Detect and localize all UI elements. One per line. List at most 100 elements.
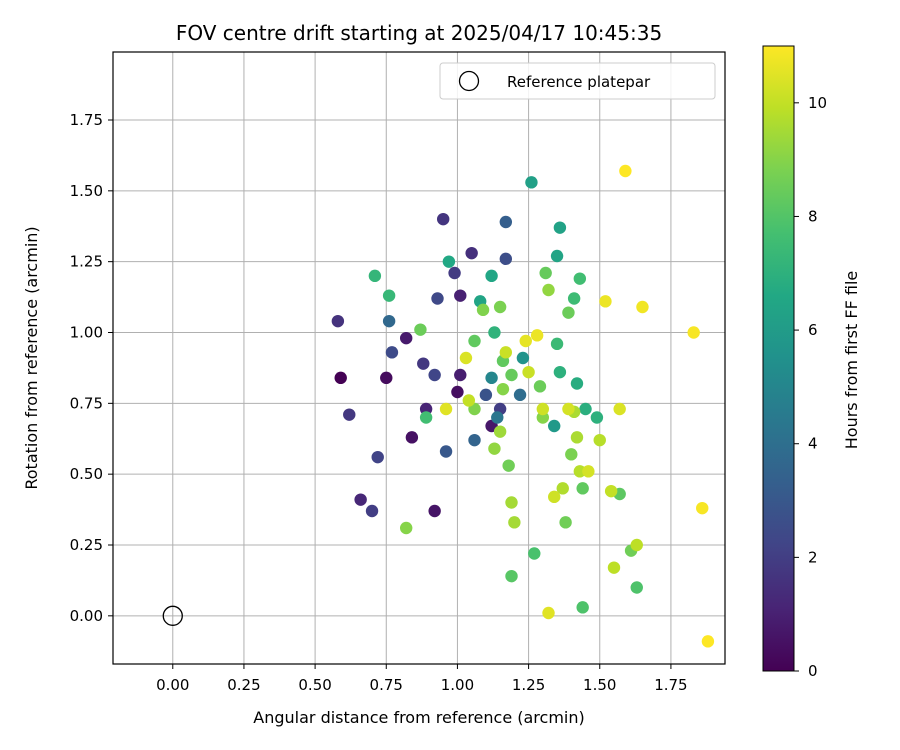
legend: Reference platepar [439,62,716,100]
data-point [570,431,584,444]
data-point [479,388,493,402]
data-point [542,283,555,297]
data-point [548,490,561,504]
data-point [536,402,550,416]
data-point [505,569,518,583]
legend-label-reference: Reference platepar [507,73,651,91]
y-axis-label: Rotation from reference (arcmin) [22,226,41,489]
data-point [630,538,643,552]
data-point [542,606,555,620]
colorbar-tick-label: 8 [808,207,818,225]
data-point [462,394,476,407]
data-point [491,411,504,424]
data-point [513,388,527,402]
data-point [696,501,709,515]
legend-marker-reference-icon [458,70,480,92]
data-point [536,411,550,424]
data-point [636,300,649,314]
data-point [516,351,530,365]
data-point [380,371,393,385]
colorbar-tick-label: 10 [808,94,827,112]
data-point [454,289,467,302]
data-point [417,357,430,370]
data-point [488,442,501,455]
y-tick-label: 1.25 [70,253,103,271]
x-tick-label: 0.50 [298,676,331,694]
data-point [604,484,618,498]
data-point [573,272,587,285]
data-point [354,493,367,506]
data-point [502,459,515,472]
y-axis: 0.00 0.25 0.50 0.75 1.00 1.25 1.50 1.75 [70,111,113,625]
x-axis-label: Angular distance from reference (arcmin) [253,708,584,727]
data-point [399,331,413,345]
data-point [428,368,441,382]
x-tick-label: 0.25 [227,676,260,694]
data-point [525,176,538,189]
colorbar-gradient [762,45,795,672]
data-point [508,516,521,529]
colorbar: 0 2 4 6 8 10 Hours from first FF file [762,45,861,680]
data-point [576,482,589,495]
data-point [562,306,575,319]
data-point [539,266,552,280]
data-point [599,295,612,308]
plot-area-frame [112,51,726,665]
data-point [493,425,507,438]
data-point [499,215,513,229]
data-point [442,255,456,268]
data-point [590,411,604,424]
data-point [559,516,572,529]
data-point [553,221,567,234]
data-point [436,212,450,226]
data-point [385,346,399,359]
x-tick-label: 1.00 [441,676,474,694]
reference-platepar-marker [162,605,183,626]
data-point [530,329,544,342]
data-point [556,482,569,495]
data-point [522,365,535,379]
data-point [567,292,581,305]
legend-box [439,62,716,100]
data-point [533,380,547,393]
grid-layer [113,52,725,664]
data-point [451,385,464,399]
data-point [550,249,564,263]
data-point [687,326,700,339]
data-point [565,448,578,461]
colorbar-ticks: 0 2 4 6 8 10 [794,94,827,680]
x-tick-label: 1.25 [512,676,545,694]
data-point [365,504,379,518]
colorbar-tick-label: 6 [808,321,818,339]
y-tick-label: 1.00 [70,324,103,342]
data-point [505,496,518,509]
data-points [162,164,715,648]
data-point [496,382,510,396]
data-point [562,402,575,416]
x-tick-label: 1.75 [654,676,687,694]
y-tick-label: 0.25 [70,536,103,554]
y-tick-label: 0.75 [70,394,103,412]
data-point [382,289,396,302]
data-point [465,246,478,260]
x-axis: 0.00 0.25 0.50 0.75 1.00 1.25 1.50 1.75 [156,664,688,694]
data-point [382,314,396,328]
data-point [582,465,595,478]
data-point [459,351,473,365]
data-point [371,450,384,464]
data-point [414,323,427,336]
data-point [570,377,584,390]
data-point [476,303,490,317]
data-point [499,346,513,359]
data-point [576,601,589,614]
y-tick-label: 1.50 [70,182,103,200]
data-point [448,266,461,280]
data-point [368,269,382,283]
data-point [419,411,433,424]
data-point [405,431,419,444]
data-point [619,164,632,178]
data-point [439,402,453,416]
x-tick-label: 0.00 [156,676,189,694]
data-point [485,371,498,385]
